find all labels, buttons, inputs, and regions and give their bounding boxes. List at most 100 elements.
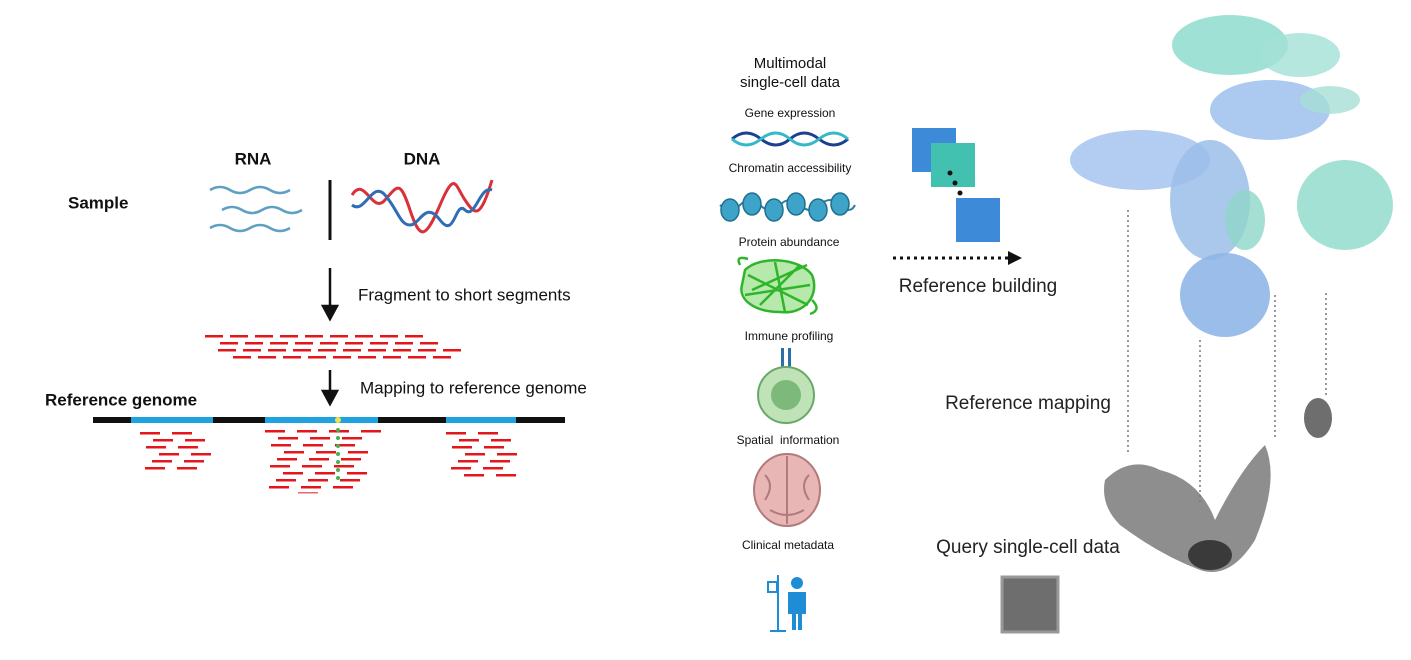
read bbox=[370, 342, 388, 345]
read bbox=[464, 474, 484, 477]
umap-reference bbox=[1070, 15, 1393, 337]
variant bbox=[336, 468, 340, 472]
read bbox=[361, 430, 381, 433]
title-line: single-cell data bbox=[740, 74, 841, 91]
read bbox=[297, 430, 317, 433]
squares-icon bbox=[912, 128, 1000, 242]
read bbox=[309, 458, 329, 461]
read bbox=[368, 349, 386, 352]
read bbox=[315, 472, 335, 475]
read bbox=[191, 453, 211, 456]
read bbox=[318, 349, 336, 352]
read bbox=[269, 486, 289, 489]
clinical-icon bbox=[767, 575, 806, 632]
read bbox=[293, 349, 311, 352]
read bbox=[298, 492, 318, 494]
read bbox=[316, 451, 336, 454]
read bbox=[490, 460, 510, 463]
read bbox=[255, 335, 273, 338]
read bbox=[451, 467, 471, 470]
modality-label: Protein abundance bbox=[739, 235, 840, 249]
read bbox=[320, 342, 338, 345]
read bbox=[230, 335, 248, 338]
read bbox=[308, 356, 326, 359]
dotted-arrow bbox=[893, 251, 1022, 265]
dna-icon bbox=[350, 179, 494, 234]
read bbox=[345, 342, 363, 345]
read bbox=[245, 342, 263, 345]
read bbox=[341, 458, 361, 461]
read bbox=[270, 342, 288, 345]
title-line: Multimodal bbox=[754, 55, 827, 72]
read bbox=[310, 437, 330, 440]
modality-label: Spatial information bbox=[737, 433, 840, 447]
read bbox=[220, 342, 238, 345]
step-label: Mapping to reference genome bbox=[360, 378, 587, 397]
nucleosome bbox=[742, 192, 762, 216]
mapping-lines bbox=[1127, 210, 1327, 505]
read bbox=[184, 460, 204, 463]
read bbox=[177, 467, 197, 470]
read bbox=[159, 453, 179, 456]
read bbox=[484, 446, 504, 449]
variant bbox=[336, 436, 340, 440]
chromatin-icon bbox=[719, 192, 856, 222]
read bbox=[452, 446, 472, 449]
read bbox=[418, 349, 436, 352]
read bbox=[459, 439, 479, 442]
immune-icon bbox=[757, 348, 815, 424]
step-label: Reference building bbox=[899, 276, 1057, 297]
brain-icon bbox=[753, 453, 821, 527]
read bbox=[280, 335, 298, 338]
umap-query bbox=[1104, 398, 1332, 572]
reads bbox=[140, 335, 517, 494]
read bbox=[483, 467, 503, 470]
read bbox=[277, 458, 297, 461]
read bbox=[233, 356, 251, 359]
variant bbox=[336, 444, 340, 448]
read bbox=[305, 335, 323, 338]
read bbox=[268, 349, 286, 352]
read bbox=[205, 335, 223, 338]
read bbox=[465, 453, 485, 456]
read bbox=[343, 349, 361, 352]
read bbox=[358, 356, 376, 359]
modality-label: Chromatin accessibility bbox=[729, 161, 852, 175]
variant bbox=[336, 428, 340, 432]
nucleosome bbox=[720, 198, 740, 222]
variant bbox=[336, 476, 340, 480]
modality-label: Clinical metadata bbox=[742, 538, 834, 552]
read bbox=[347, 472, 367, 475]
read bbox=[496, 474, 516, 477]
step-label: Fragment to short segments bbox=[358, 285, 571, 304]
read bbox=[185, 439, 205, 442]
variant bbox=[336, 452, 340, 456]
read bbox=[153, 439, 173, 442]
rna-icon bbox=[209, 185, 303, 233]
rna-label: RNA bbox=[235, 149, 272, 168]
read bbox=[478, 432, 498, 435]
read bbox=[405, 335, 423, 338]
read bbox=[458, 460, 478, 463]
variant bbox=[336, 460, 340, 464]
read bbox=[265, 430, 285, 433]
read bbox=[333, 486, 353, 489]
read bbox=[258, 356, 276, 359]
read bbox=[342, 437, 362, 440]
read bbox=[152, 460, 172, 463]
read bbox=[443, 349, 461, 352]
read bbox=[335, 444, 355, 447]
read bbox=[283, 356, 301, 359]
read bbox=[355, 335, 373, 338]
step-label: Reference mapping bbox=[945, 393, 1111, 414]
read bbox=[408, 356, 426, 359]
read bbox=[395, 342, 413, 345]
arrow bbox=[320, 268, 340, 407]
read bbox=[283, 472, 303, 475]
read bbox=[491, 439, 511, 442]
nucleosome bbox=[764, 198, 784, 222]
reference-label: Reference genome bbox=[45, 390, 197, 409]
read bbox=[333, 356, 351, 359]
dna-label: DNA bbox=[404, 149, 441, 168]
